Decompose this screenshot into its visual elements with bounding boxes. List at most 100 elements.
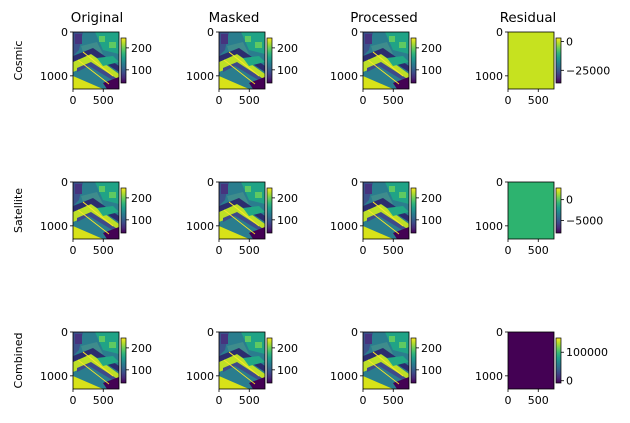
image-frame	[507, 331, 555, 390]
colorbar-frame	[120, 187, 127, 234]
colorbar	[556, 38, 561, 83]
scene-image	[73, 332, 119, 389]
column-title-original: Original	[71, 11, 123, 26]
row-label-satellite: Satellite	[12, 188, 25, 233]
y-tick-label: 0	[61, 326, 68, 339]
colorbar-frame	[266, 37, 273, 84]
scene-image	[363, 182, 409, 239]
y-tick-label: 1000	[330, 220, 358, 233]
colorbar-tick-label: 0	[566, 194, 573, 207]
x-tick-label: 0	[216, 394, 223, 407]
y-tick-label: 1000	[186, 370, 214, 383]
colorbar	[121, 38, 126, 83]
x-tick-label: 500	[93, 394, 114, 407]
colorbar-tick-label: −5000	[566, 215, 603, 228]
colorbar-frame	[266, 187, 273, 234]
image-frame	[218, 181, 266, 240]
y-tick-label: 0	[207, 26, 214, 39]
row-labels: Cosmic Satellite Combined	[12, 41, 25, 389]
x-tick-label: 500	[383, 394, 404, 407]
y-tick-label: 1000	[40, 370, 68, 383]
image-frame	[218, 331, 266, 390]
x-tick-label: 500	[239, 394, 260, 407]
colorbar	[121, 338, 126, 383]
y-tick-label: 1000	[330, 370, 358, 383]
colorbar-frame	[410, 37, 417, 84]
scene-image	[73, 32, 119, 89]
x-tick-label: 500	[239, 94, 260, 107]
y-tick-label: 0	[351, 176, 358, 189]
colorbar-tick-label: 100000	[566, 346, 608, 359]
image-frame	[507, 181, 555, 240]
scene-image	[219, 332, 265, 389]
y-tick-label: 0	[496, 176, 503, 189]
colorbar	[121, 188, 126, 233]
colorbar	[267, 38, 272, 83]
y-tick-label: 1000	[40, 70, 68, 83]
colorbar	[556, 188, 561, 233]
x-tick-label: 500	[239, 244, 260, 257]
scene-image	[219, 32, 265, 89]
colorbar	[556, 338, 561, 383]
y-tick-label: 1000	[330, 70, 358, 83]
colorbar-tick-label: 100	[277, 364, 298, 377]
uniform-image	[508, 332, 554, 389]
image-frame	[362, 331, 410, 390]
colorbar-tick-label: −25000	[566, 64, 610, 77]
y-tick-label: 1000	[475, 220, 503, 233]
colorbar-frame	[266, 337, 273, 384]
x-tick-label: 500	[528, 394, 549, 407]
y-tick-label: 0	[351, 326, 358, 339]
uniform-image	[508, 32, 554, 89]
y-tick-label: 0	[496, 326, 503, 339]
colorbar-tick-label: 200	[131, 42, 152, 55]
colorbar-frame	[555, 337, 562, 384]
colorbar-tick-label: 100	[131, 364, 152, 377]
y-tick-label: 0	[496, 26, 503, 39]
colorbar-tick-label: 200	[421, 42, 442, 55]
x-tick-label: 500	[93, 94, 114, 107]
colorbar-tick-label: 100	[421, 364, 442, 377]
x-tick-label: 0	[360, 394, 367, 407]
y-tick-label: 1000	[40, 220, 68, 233]
colorbar	[411, 38, 416, 83]
colorbar-tick-label: 100	[421, 64, 442, 77]
scene-image	[219, 182, 265, 239]
y-tick-label: 1000	[186, 220, 214, 233]
scene-image	[363, 332, 409, 389]
colorbar-frame	[120, 337, 127, 384]
x-tick-label: 500	[528, 244, 549, 257]
x-tick-label: 500	[383, 94, 404, 107]
colorbar	[267, 338, 272, 383]
colorbar-frame	[120, 37, 127, 84]
colorbar-tick-label: 200	[131, 192, 152, 205]
row-label-combined: Combined	[12, 333, 25, 389]
colorbar-tick-label: 200	[277, 42, 298, 55]
colorbar-frame	[555, 37, 562, 84]
colorbar-tick-label: 100	[131, 64, 152, 77]
x-tick-label: 0	[70, 94, 77, 107]
image-frame	[72, 31, 120, 90]
colorbar-tick-label: 0	[566, 35, 573, 48]
x-tick-label: 0	[360, 94, 367, 107]
x-tick-label: 0	[505, 394, 512, 407]
colorbar-tick-label: 200	[277, 192, 298, 205]
x-tick-label: 0	[70, 394, 77, 407]
scene-image	[363, 32, 409, 89]
colorbar-tick-label: 100	[277, 64, 298, 77]
x-tick-label: 0	[216, 94, 223, 107]
colorbar	[411, 188, 416, 233]
y-tick-label: 1000	[186, 70, 214, 83]
colorbar-tick-label: 0	[566, 375, 573, 388]
colorbar	[411, 338, 416, 383]
